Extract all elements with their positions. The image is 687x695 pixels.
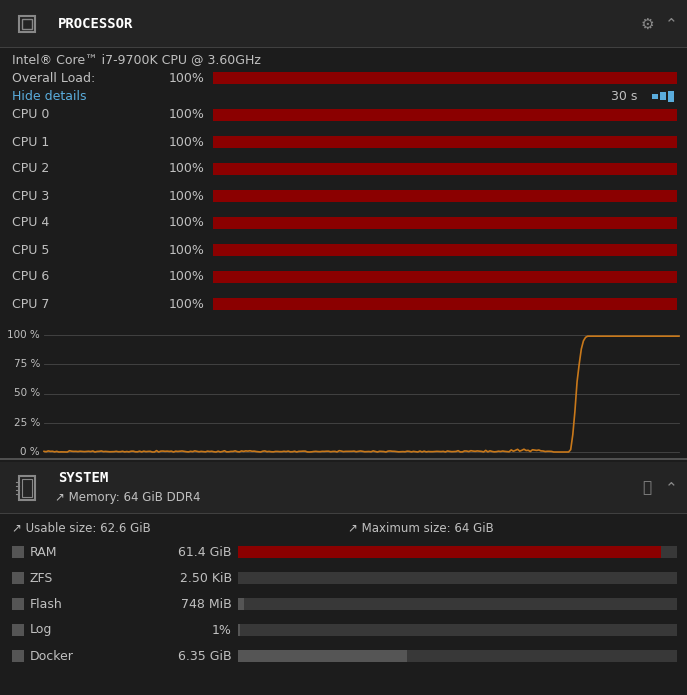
Bar — [213, 244, 677, 256]
Text: 0 %: 0 % — [21, 447, 40, 457]
Bar — [12, 598, 24, 610]
Text: 100%: 100% — [169, 108, 205, 122]
Bar — [213, 217, 677, 229]
Bar — [238, 546, 677, 558]
Text: PROCESSOR: PROCESSOR — [58, 17, 133, 31]
Text: ZFS: ZFS — [30, 571, 54, 584]
Bar — [12, 572, 24, 584]
Bar — [213, 72, 677, 84]
Text: 1%: 1% — [212, 623, 232, 637]
Text: CPU 5: CPU 5 — [12, 243, 49, 256]
Text: 50 %: 50 % — [14, 389, 40, 398]
Text: 25 %: 25 % — [14, 418, 40, 427]
Bar — [213, 244, 677, 256]
Bar — [213, 109, 677, 121]
Bar — [238, 598, 677, 610]
Text: ⚙: ⚙ — [640, 17, 654, 31]
Text: CPU 6: CPU 6 — [12, 270, 49, 284]
Text: 2.50 KiB: 2.50 KiB — [180, 571, 232, 584]
Text: 100%: 100% — [169, 270, 205, 284]
Bar — [213, 136, 677, 148]
Text: Hide details: Hide details — [12, 90, 87, 102]
Text: CPU 7: CPU 7 — [12, 297, 49, 311]
Bar — [213, 190, 677, 202]
Bar — [238, 572, 677, 584]
Bar — [0, 0, 687, 48]
Text: SYSTEM: SYSTEM — [58, 471, 109, 485]
Text: ↗ Memory: 64 GiB DDR4: ↗ Memory: 64 GiB DDR4 — [55, 491, 201, 505]
Bar — [12, 624, 24, 636]
Bar — [668, 90, 674, 101]
Text: 100%: 100% — [169, 297, 205, 311]
Bar — [213, 298, 677, 310]
Bar — [238, 650, 407, 662]
Text: 61.4 GiB: 61.4 GiB — [179, 546, 232, 559]
Bar — [213, 190, 677, 202]
Text: ↗ Usable size: 62.6 GiB: ↗ Usable size: 62.6 GiB — [12, 521, 150, 534]
Bar — [238, 624, 677, 636]
Bar — [22, 479, 32, 497]
Bar — [213, 271, 677, 283]
Text: Intel® Core™ i7-9700K CPU @ 3.60GHz: Intel® Core™ i7-9700K CPU @ 3.60GHz — [12, 54, 261, 67]
Text: ⌃: ⌃ — [664, 480, 677, 496]
Bar — [19, 16, 35, 32]
Text: Log: Log — [30, 623, 52, 637]
Text: 100%: 100% — [169, 190, 205, 202]
Bar — [0, 458, 687, 460]
Text: 30 s: 30 s — [611, 90, 637, 102]
Bar — [213, 163, 677, 175]
Text: CPU 2: CPU 2 — [12, 163, 49, 176]
Text: CPU 0: CPU 0 — [12, 108, 49, 122]
Bar — [213, 271, 677, 283]
Bar — [19, 476, 35, 500]
Bar — [213, 109, 677, 121]
Bar — [213, 163, 677, 175]
Text: CPU 4: CPU 4 — [12, 217, 49, 229]
Bar — [238, 546, 661, 558]
Text: 100%: 100% — [169, 217, 205, 229]
Text: RAM: RAM — [30, 546, 58, 559]
Text: 748 MiB: 748 MiB — [181, 598, 232, 610]
Bar — [12, 650, 24, 662]
Bar — [22, 19, 32, 29]
Text: 100%: 100% — [169, 163, 205, 176]
Bar — [238, 598, 244, 610]
Bar — [213, 136, 677, 148]
Text: 100 %: 100 % — [8, 330, 40, 340]
Bar — [660, 92, 666, 100]
Text: ↗ Maximum size: 64 GiB: ↗ Maximum size: 64 GiB — [348, 521, 494, 534]
Text: 75 %: 75 % — [14, 359, 40, 369]
Text: 100%: 100% — [169, 243, 205, 256]
Text: CPU 3: CPU 3 — [12, 190, 49, 202]
Text: Overall Load:: Overall Load: — [12, 72, 95, 85]
Text: Flash: Flash — [30, 598, 63, 610]
Bar — [652, 94, 658, 99]
Bar — [12, 546, 24, 558]
Bar — [0, 513, 687, 514]
Bar — [0, 47, 687, 48]
Text: 6.35 GiB: 6.35 GiB — [179, 650, 232, 662]
Bar — [213, 72, 677, 84]
Bar — [238, 650, 677, 662]
Text: 100%: 100% — [169, 136, 205, 149]
Text: Docker: Docker — [30, 650, 74, 662]
Bar — [213, 217, 677, 229]
Bar — [213, 298, 677, 310]
Bar — [238, 624, 240, 636]
Text: ⓘ: ⓘ — [642, 480, 651, 496]
Text: 100%: 100% — [169, 72, 205, 85]
Text: ⌃: ⌃ — [664, 17, 677, 31]
Text: CPU 1: CPU 1 — [12, 136, 49, 149]
Bar — [0, 462, 687, 514]
